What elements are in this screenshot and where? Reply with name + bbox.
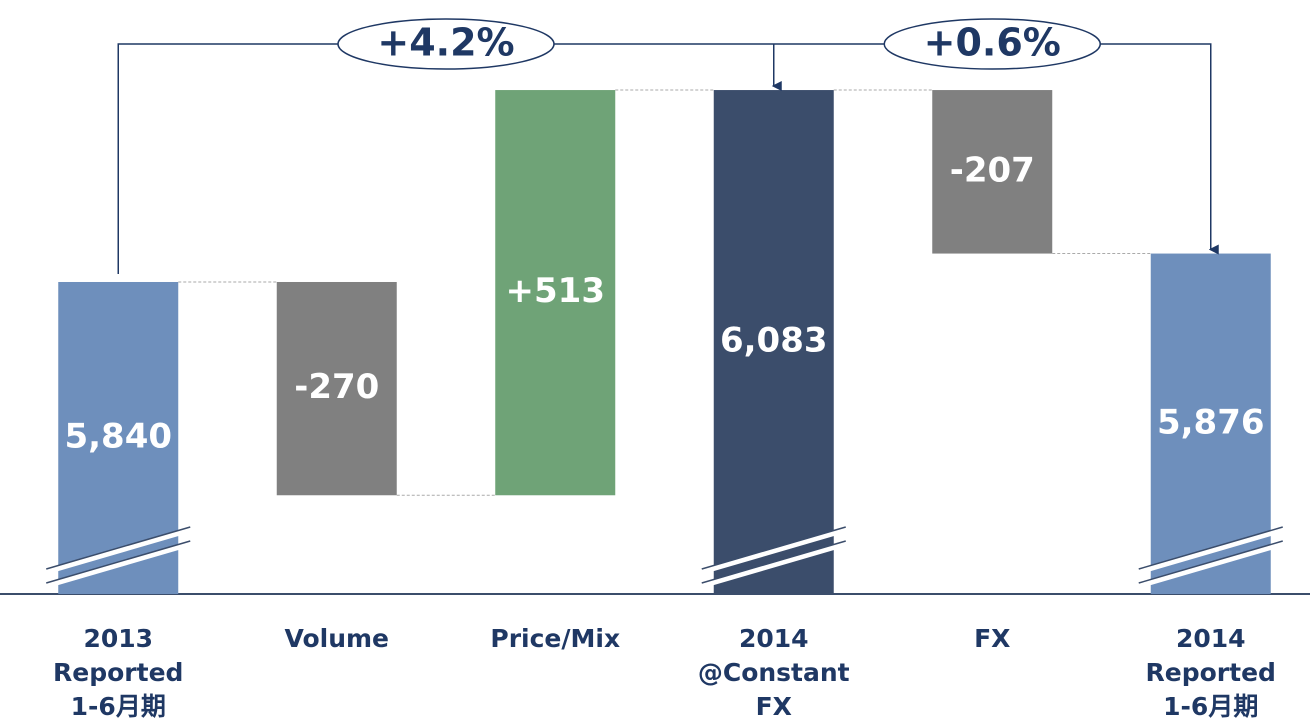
x-tick-label: 2014 (1176, 624, 1246, 653)
axis-break (1138, 527, 1284, 575)
axis-break (701, 540, 846, 584)
axis-break (1138, 541, 1284, 589)
x-tick-label: Volume (284, 624, 389, 653)
axis-break (701, 541, 847, 589)
growth-line (117, 43, 1219, 274)
annotation: +4.2% (377, 21, 514, 65)
value-label: 5,876 (1157, 402, 1265, 442)
bar (58, 281, 179, 594)
value-label: +513 (506, 271, 605, 311)
value-label: 5,840 (64, 416, 172, 456)
annotation-ellipse (337, 18, 555, 70)
axis-break (45, 541, 191, 589)
axis-break (46, 526, 191, 570)
x-tick-label: Price/Mix (490, 624, 620, 653)
axis-break (1138, 540, 1283, 584)
x-tick-label: 2014 (739, 624, 809, 653)
bar (713, 90, 834, 594)
annotation-ellipse (883, 18, 1101, 70)
value-label: 6,083 (720, 321, 828, 361)
value-label: -207 (950, 150, 1035, 190)
x-tick-label: FX (974, 624, 1010, 653)
bar (276, 281, 397, 496)
annotation: +0.6% (924, 21, 1061, 65)
axis-break (701, 526, 846, 570)
x-tick-label: 1-6月期 (1163, 692, 1258, 721)
x-tick-label: Reported (53, 658, 183, 687)
x-tick-label: Reported (1146, 658, 1276, 687)
x-tick-label: @Constant (698, 658, 850, 687)
axis-break (1138, 526, 1283, 570)
axis-break (45, 527, 191, 575)
axis-break (46, 540, 191, 584)
x-tick-label: 2013 (83, 624, 153, 653)
bar (495, 90, 616, 496)
axis-break (701, 527, 847, 575)
x-tick-label: FX (756, 692, 792, 721)
value-label: -270 (294, 367, 379, 407)
bar (932, 90, 1053, 254)
x-tick-label: 1-6月期 (71, 692, 166, 721)
